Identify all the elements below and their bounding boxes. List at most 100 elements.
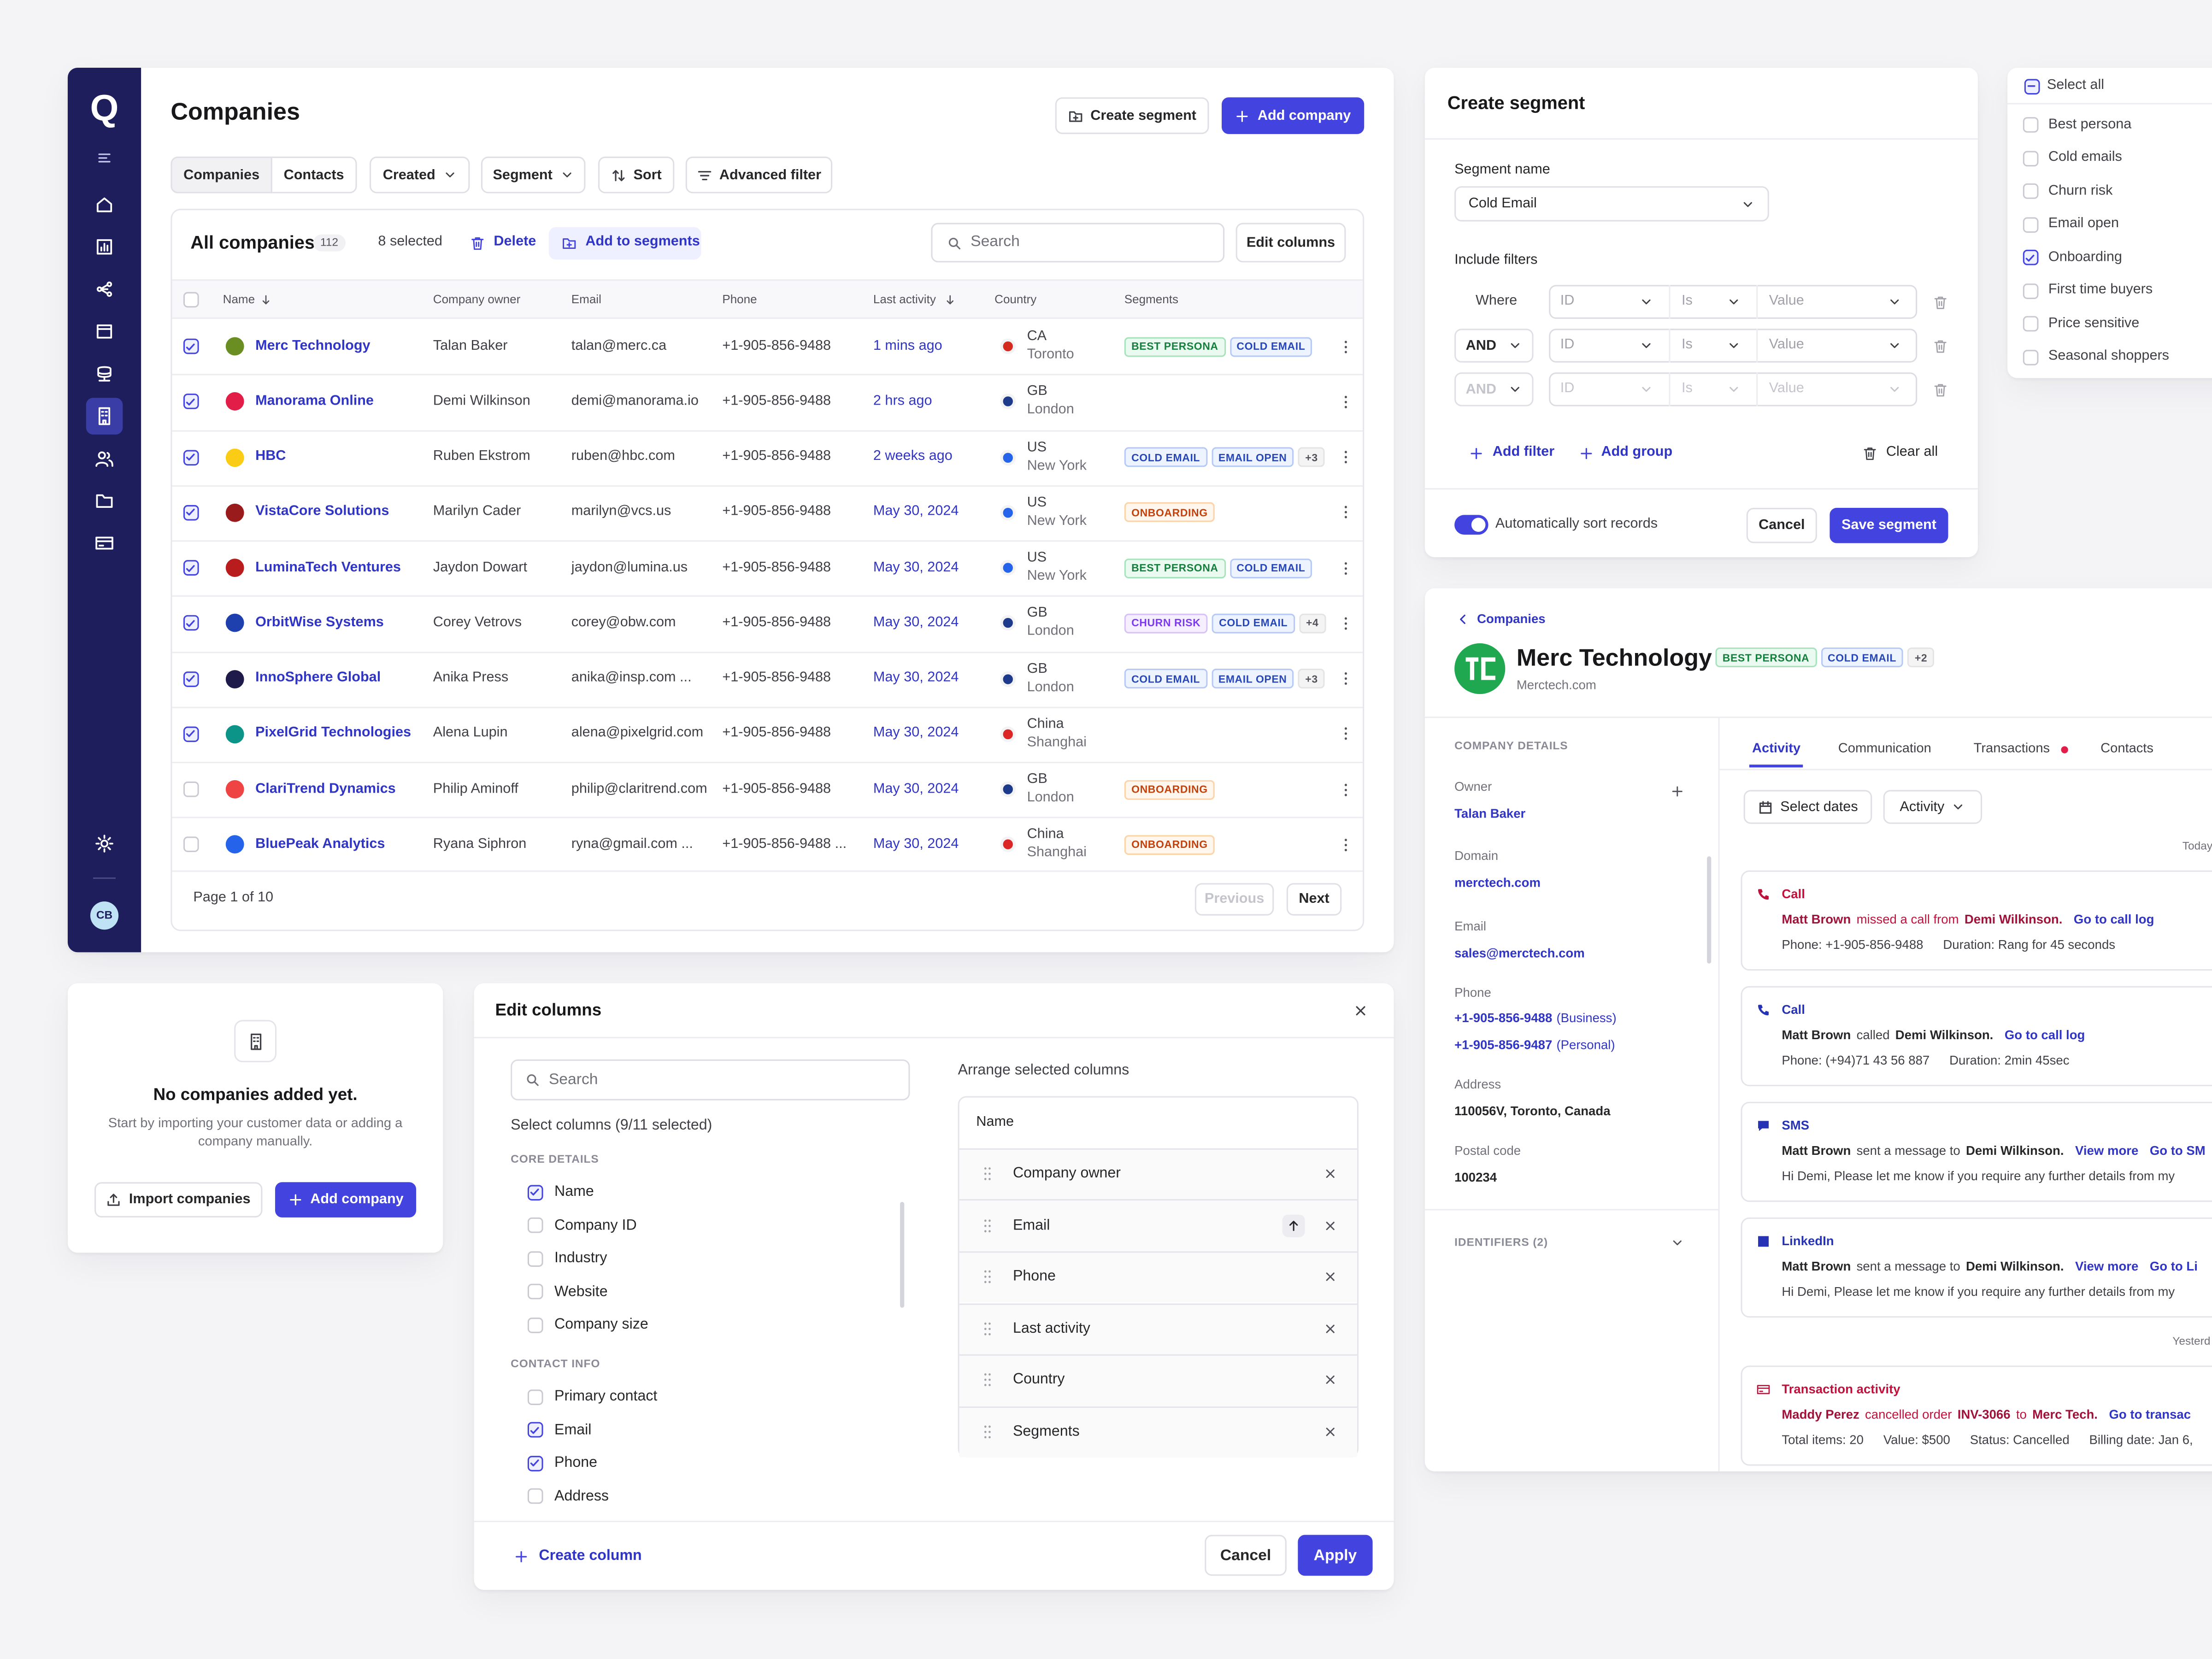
select-dates-button[interactable]: Select dates xyxy=(1743,790,1872,824)
checkbox[interactable] xyxy=(527,1184,543,1200)
checkbox[interactable] xyxy=(182,837,199,853)
checkbox[interactable] xyxy=(182,394,199,410)
segment-option[interactable]: Cold emails xyxy=(2048,149,2122,165)
add-company-button[interactable]: Add company xyxy=(275,1182,417,1218)
activity-filter-button[interactable]: Activity xyxy=(1883,790,1983,824)
checkbox[interactable] xyxy=(182,782,199,797)
segment-option[interactable]: Churn risk xyxy=(2048,182,2113,199)
company-name[interactable]: LuminaTech Ventures xyxy=(255,559,401,575)
search-input[interactable] xyxy=(931,223,1225,263)
import-button[interactable]: Import companies xyxy=(94,1182,263,1218)
column-option[interactable]: Company ID xyxy=(554,1216,637,1234)
detail-tab[interactable]: Communication xyxy=(1838,741,1931,757)
checkbox[interactable] xyxy=(527,1218,543,1233)
add-group-action[interactable]: Add group xyxy=(1601,444,1673,460)
sort-button[interactable]: Sort xyxy=(598,156,675,194)
detail-tab[interactable]: Transactions xyxy=(1973,741,2050,757)
list-row xyxy=(959,1406,1357,1458)
segment-option[interactable]: First time buyers xyxy=(2048,282,2153,298)
checkbox[interactable] xyxy=(182,615,199,631)
create-column-action[interactable]: Create column xyxy=(539,1547,642,1564)
column-option[interactable]: Name xyxy=(554,1183,594,1200)
column-option[interactable]: Company size xyxy=(554,1316,648,1334)
filter-button[interactable]: Segment xyxy=(481,156,586,194)
checkbox[interactable] xyxy=(527,1388,543,1405)
checkbox[interactable] xyxy=(527,1455,543,1471)
advanced-filter-button[interactable]: Advanced filter xyxy=(685,156,833,194)
segment-option[interactable]: Seasonal shoppers xyxy=(2048,348,2170,364)
add-filter-action[interactable]: Add filter xyxy=(1492,444,1555,460)
cancel-button[interactable]: Cancel xyxy=(1746,508,1817,543)
company-name[interactable]: VistaCore Solutions xyxy=(255,504,389,520)
column-option[interactable]: Phone xyxy=(554,1454,598,1471)
company-name[interactable]: HBC xyxy=(255,448,286,465)
previous-button[interactable]: Previous xyxy=(1194,883,1274,916)
column-option[interactable]: Email xyxy=(554,1421,592,1438)
checkbox[interactable] xyxy=(182,338,199,354)
cancel-button[interactable]: Cancel xyxy=(1205,1535,1287,1576)
checkbox[interactable] xyxy=(2022,282,2038,299)
checkbox[interactable] xyxy=(182,726,199,742)
create-segment-button[interactable]: Create segment xyxy=(1055,97,1209,134)
activity-detail: Hi Demi, Please let me know if you requi… xyxy=(1782,1169,2175,1183)
tab[interactable]: Companies xyxy=(171,156,272,194)
checkbox[interactable] xyxy=(2022,183,2038,199)
filter-input[interactable] xyxy=(1549,329,1918,363)
save-segment-button[interactable]: Save segment xyxy=(1830,508,1948,543)
checkbox[interactable] xyxy=(527,1317,543,1333)
add-company-button[interactable]: Add company xyxy=(1222,97,1365,134)
add-to-segments-action[interactable]: Add to segments xyxy=(585,234,700,250)
company-logo xyxy=(225,503,244,522)
next-button[interactable]: Next xyxy=(1286,883,1342,916)
checkbox[interactable] xyxy=(182,449,199,465)
column-option[interactable]: Website xyxy=(554,1283,608,1300)
checkbox[interactable] xyxy=(2022,150,2038,166)
breadcrumb[interactable]: Companies xyxy=(1477,612,1546,626)
segment-name-select[interactable]: Cold Email xyxy=(1454,186,1769,222)
detail-tab[interactable]: Activity xyxy=(1752,741,1801,757)
filter-input[interactable] xyxy=(1549,285,1918,319)
checkbox[interactable] xyxy=(182,671,199,687)
segment-option[interactable]: Best persona xyxy=(2048,116,2132,132)
conjunction-select[interactable]: AND xyxy=(1454,373,1534,407)
edit-columns-button[interactable]: Edit columns xyxy=(1235,223,1346,263)
segment-option[interactable]: Price sensitive xyxy=(2048,315,2140,331)
clear-all-action[interactable]: Clear all xyxy=(1886,444,1938,460)
company-name[interactable]: PixelGrid Technologies xyxy=(255,725,412,741)
filter-input[interactable] xyxy=(1549,373,1918,407)
company-name[interactable]: OrbitWise Systems xyxy=(255,615,384,630)
company-name[interactable]: InnoSphere Global xyxy=(255,670,381,686)
checkbox[interactable] xyxy=(527,1488,543,1505)
conjunction-select[interactable]: AND xyxy=(1454,329,1534,363)
checkbox[interactable] xyxy=(2024,78,2039,94)
filter-button[interactable]: Created xyxy=(370,156,470,194)
checkbox[interactable] xyxy=(527,1251,543,1267)
checkbox[interactable] xyxy=(182,560,199,576)
checkbox[interactable] xyxy=(2022,249,2038,265)
company-name[interactable]: Manorama Online xyxy=(255,393,374,409)
company-name[interactable]: Merc Technology xyxy=(255,338,371,354)
checkbox[interactable] xyxy=(182,505,199,521)
column-option[interactable]: Industry xyxy=(554,1249,607,1267)
segment-tag: ONBOARDING xyxy=(1124,502,1215,523)
segment-option[interactable]: Onboarding xyxy=(2048,249,2122,265)
company-name[interactable]: BluePeak Analytics xyxy=(255,836,385,852)
activity-detail: Status: Cancelled xyxy=(1970,1432,2070,1447)
nav-icon xyxy=(96,197,112,212)
company-name[interactable]: ClariTrend Dynamics xyxy=(255,781,396,797)
checkbox[interactable] xyxy=(2022,316,2038,332)
search-input[interactable] xyxy=(511,1059,910,1100)
checkbox[interactable] xyxy=(2022,349,2038,365)
segment-option[interactable]: Email open xyxy=(2048,216,2119,232)
checkbox[interactable] xyxy=(2022,117,2038,133)
checkbox[interactable] xyxy=(527,1422,543,1438)
checkbox[interactable] xyxy=(527,1284,543,1300)
delete-action[interactable]: Delete xyxy=(494,234,536,250)
column-option[interactable]: Primary contact xyxy=(554,1388,658,1405)
apply-button[interactable]: Apply xyxy=(1298,1535,1373,1576)
column-option[interactable]: Address xyxy=(554,1488,609,1505)
tab[interactable]: Contacts xyxy=(271,156,357,194)
checkbox[interactable] xyxy=(2022,216,2038,232)
detail-tab[interactable]: Contacts xyxy=(2100,741,2153,757)
checkbox[interactable] xyxy=(182,291,199,307)
